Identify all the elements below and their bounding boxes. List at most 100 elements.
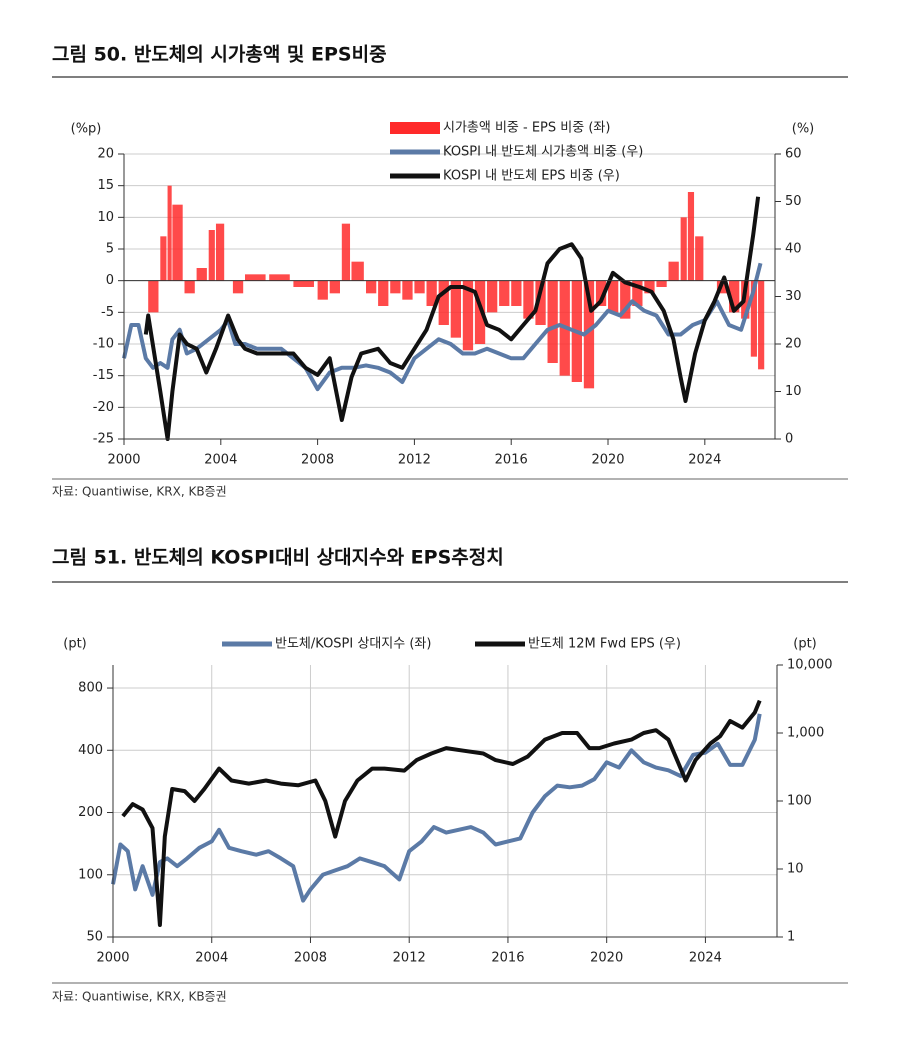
legend-label: 반도체 12M Fwd EPS (우): [528, 637, 681, 652]
y-tick-label: -10: [93, 337, 114, 352]
bar: [426, 280, 437, 306]
bar: [608, 280, 619, 313]
line-series: [111, 713, 762, 903]
x-tick-label: 2024: [689, 951, 722, 966]
bar: [317, 280, 328, 300]
bar: [644, 280, 655, 294]
bar: [487, 280, 498, 313]
y2-tick-label: 50: [785, 194, 802, 209]
y-tick-label: -5: [101, 305, 114, 320]
y-tick-label: -20: [93, 400, 114, 415]
bar: [462, 280, 474, 351]
x-tick-label: 2024: [688, 453, 721, 468]
x-tick-label: 2000: [107, 453, 140, 468]
y2-tick-label: 1,000: [787, 726, 824, 741]
bar: [184, 280, 195, 294]
bar: [245, 274, 266, 281]
y-axis-label: (pt): [63, 637, 87, 652]
bar: [402, 280, 413, 300]
y2-tick-label: 60: [785, 147, 802, 162]
bar: [329, 280, 340, 294]
legend-swatch: [390, 122, 440, 134]
bar: [632, 280, 643, 306]
y-tick-label: 400: [78, 743, 103, 758]
bar: [450, 280, 461, 338]
y2-axis-label: (pt): [793, 637, 817, 652]
y-tick-label: 200: [78, 805, 103, 820]
x-tick-label: 2016: [491, 951, 524, 966]
bar: [378, 280, 389, 306]
y-tick-label: 15: [97, 178, 114, 193]
y2-tick-label: 20: [785, 337, 802, 352]
y-tick-label: -15: [93, 368, 114, 383]
source: 자료: Quantiwise, KRX, KB증권: [52, 485, 227, 499]
legend-label: KOSPI 내 반도체 시가총액 비중 (우): [443, 145, 643, 160]
bar: [414, 280, 425, 294]
bar: [758, 280, 765, 370]
legend-label: 시가총액 비중 - EPS 비중 (좌): [443, 121, 610, 136]
bar: [269, 274, 290, 281]
bar: [695, 236, 704, 281]
bar: [160, 236, 167, 281]
legend-label: 반도체/KOSPI 상대지수 (좌): [275, 637, 431, 652]
bar: [620, 280, 631, 319]
x-tick-label: 2004: [195, 951, 228, 966]
line-series: [122, 262, 763, 392]
bar: [523, 280, 534, 319]
x-tick-label: 2004: [204, 453, 237, 468]
y-tick-label: 0: [106, 273, 114, 288]
bar: [750, 280, 757, 357]
line-series: [143, 196, 761, 441]
bar: [680, 217, 687, 281]
source: 자료: Quantiwise, KRX, KB증권: [52, 990, 227, 1004]
x-tick-label: 2008: [301, 453, 334, 468]
x-tick-label: 2008: [294, 951, 327, 966]
bar: [729, 280, 740, 313]
bar: [232, 280, 244, 294]
bar: [656, 280, 667, 287]
bar: [499, 280, 510, 306]
line-series: [121, 699, 762, 927]
y2-axis-label: (%): [792, 122, 815, 137]
y-tick-label: 800: [78, 681, 103, 696]
bar: [366, 280, 377, 294]
x-tick-label: 2020: [590, 951, 623, 966]
bar: [511, 280, 522, 306]
y-tick-label: 20: [97, 147, 114, 162]
bar: [687, 192, 695, 281]
x-tick-label: 2016: [495, 453, 528, 468]
bar: [583, 280, 595, 389]
y-tick-label: 100: [78, 867, 103, 882]
bar: [595, 280, 607, 306]
y-tick-label: -25: [93, 432, 114, 447]
legend-label: KOSPI 내 반도체 EPS 비중 (우): [443, 169, 620, 184]
y2-tick-label: 10: [785, 384, 802, 399]
y2-tick-label: 10,000: [787, 658, 833, 673]
bar: [390, 280, 401, 294]
x-tick-label: 2020: [591, 453, 624, 468]
bar: [196, 268, 207, 281]
bar: [438, 280, 449, 325]
x-tick-label: 2000: [96, 951, 129, 966]
bar: [208, 230, 215, 281]
y2-tick-label: 40: [785, 242, 802, 257]
x-tick-label: 2012: [398, 453, 431, 468]
y2-tick-label: 30: [785, 289, 802, 304]
bar: [351, 261, 364, 281]
y-tick-label: 50: [86, 930, 103, 945]
bar: [293, 280, 314, 287]
bar: [535, 280, 546, 325]
y-tick-label: 10: [97, 210, 114, 225]
y2-tick-label: 0: [785, 432, 793, 447]
y2-tick-label: 10: [787, 862, 804, 877]
y2-tick-label: 1: [787, 930, 795, 945]
bar: [172, 204, 183, 281]
chart-title: 그림 51. 반도체의 KOSPI대비 상대지수와 EPS추정치: [52, 547, 504, 569]
bar: [167, 185, 172, 281]
bar: [547, 280, 558, 363]
x-tick-label: 2012: [393, 951, 426, 966]
y-tick-label: 5: [106, 242, 114, 257]
y-axis-label: (%p): [71, 122, 102, 137]
bar: [215, 223, 225, 281]
